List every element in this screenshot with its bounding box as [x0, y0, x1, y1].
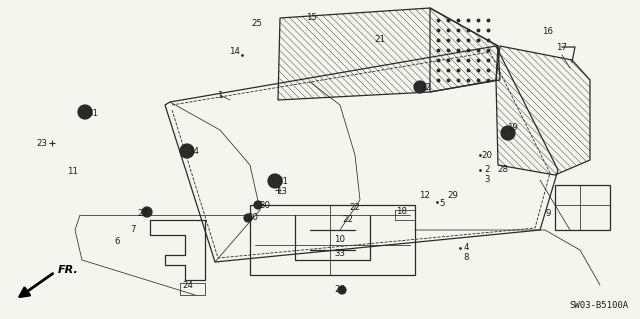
Text: 25: 25 — [252, 19, 262, 27]
Text: 2: 2 — [484, 166, 490, 174]
Text: 11: 11 — [67, 167, 79, 176]
Text: 20: 20 — [481, 151, 493, 160]
Text: 30: 30 — [248, 213, 259, 222]
Text: 12: 12 — [419, 191, 431, 201]
Text: 26: 26 — [335, 286, 346, 294]
Circle shape — [501, 126, 515, 140]
Circle shape — [142, 207, 152, 217]
Text: 32: 32 — [420, 83, 431, 92]
Text: 13: 13 — [276, 187, 287, 196]
Text: 21: 21 — [374, 35, 385, 44]
Circle shape — [180, 144, 194, 158]
Text: 29: 29 — [447, 191, 458, 201]
Text: 10: 10 — [335, 235, 346, 244]
Text: 3: 3 — [484, 175, 490, 184]
Circle shape — [78, 105, 92, 119]
Text: 5: 5 — [439, 198, 445, 207]
Text: 31: 31 — [88, 108, 99, 117]
Text: FR.: FR. — [58, 265, 79, 275]
Text: 15: 15 — [307, 13, 317, 23]
Text: 9: 9 — [545, 209, 550, 218]
Text: 14: 14 — [230, 48, 241, 56]
Circle shape — [414, 81, 426, 93]
Text: 1: 1 — [217, 91, 223, 100]
Text: 8: 8 — [463, 254, 468, 263]
Text: 22: 22 — [342, 216, 353, 225]
Circle shape — [244, 214, 252, 222]
Text: 28: 28 — [497, 166, 509, 174]
Text: 16: 16 — [543, 27, 554, 36]
Circle shape — [254, 201, 262, 209]
Text: 6: 6 — [115, 236, 120, 246]
Text: 17: 17 — [557, 42, 568, 51]
Text: 4: 4 — [463, 243, 468, 253]
Text: 34: 34 — [189, 147, 200, 157]
Text: SW03-B5100A: SW03-B5100A — [569, 301, 628, 310]
Text: 19: 19 — [507, 122, 517, 131]
Text: 30: 30 — [259, 201, 271, 210]
Circle shape — [268, 174, 282, 188]
Text: 18: 18 — [397, 207, 408, 217]
Text: 22: 22 — [349, 203, 360, 211]
Text: 27: 27 — [138, 209, 148, 218]
Text: 23: 23 — [36, 139, 47, 149]
Text: 24: 24 — [182, 280, 193, 290]
Text: 31: 31 — [278, 177, 289, 187]
Text: 7: 7 — [131, 225, 136, 234]
Circle shape — [338, 286, 346, 294]
Text: 33: 33 — [335, 249, 346, 257]
